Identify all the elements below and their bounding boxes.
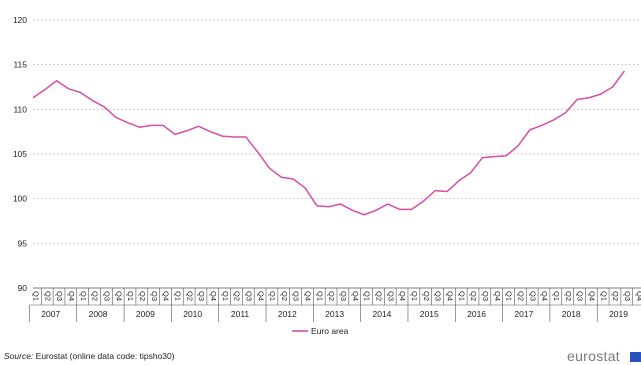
x-tick-label: Q4 (67, 291, 76, 301)
year-label: 2014 (372, 309, 391, 319)
x-tick-label: Q4 (162, 291, 171, 301)
year-label: 2018 (562, 309, 581, 319)
x-tick-label: Q1 (457, 291, 466, 301)
eu-flag-icon (630, 352, 641, 362)
x-tick-label: Q1 (221, 291, 230, 301)
x-tick-label: Q2 (185, 291, 194, 301)
year-label: 2008 (89, 309, 108, 319)
x-tick-label: Q3 (386, 291, 395, 301)
x-tick-label: Q3 (244, 291, 253, 301)
x-tick-label: Q1 (552, 291, 561, 301)
x-tick-label: Q2 (138, 291, 147, 301)
x-tick-label: Q3 (528, 291, 537, 301)
x-tick-label: Q2 (91, 291, 100, 301)
x-tick-label: Q4 (351, 291, 360, 301)
y-tick-label: 115 (13, 60, 27, 70)
x-tick-label: Q3 (481, 291, 490, 301)
eurostat-logo: eurostat (567, 348, 620, 364)
x-tick-label: Q2 (564, 291, 573, 301)
source-label: Source: (4, 351, 34, 361)
x-tick-label: Q4 (398, 291, 407, 301)
x-tick-label: Q2 (611, 291, 620, 301)
x-tick-label: Q4 (493, 291, 502, 301)
x-tick-label: Q3 (576, 291, 585, 301)
year-label: 2019 (609, 309, 628, 319)
series-line-euro-area (32, 70, 626, 216)
y-tick-label: 105 (13, 149, 27, 159)
y-tick-label: 90 (18, 283, 28, 293)
x-tick-label: Q1 (173, 291, 182, 301)
x-tick-label: Q2 (469, 291, 478, 301)
y-tick-label: 120 (13, 15, 27, 25)
x-tick-label: Q1 (599, 291, 608, 301)
x-tick-label: Q1 (505, 291, 514, 301)
x-tick-label: Q3 (623, 291, 632, 301)
x-tick-label: Q4 (587, 291, 596, 301)
x-tick-label: Q4 (209, 291, 218, 301)
x-tick-label: Q2 (43, 291, 52, 301)
x-tick-label: Q2 (375, 291, 384, 301)
year-label: 2009 (136, 309, 155, 319)
year-label: 2015 (420, 309, 439, 319)
x-tick-label: Q3 (102, 291, 111, 301)
x-tick-label: Q4 (114, 291, 123, 301)
x-tick-label: Q1 (32, 291, 41, 301)
x-tick-label: Q1 (126, 291, 135, 301)
x-tick-label: Q4 (540, 291, 549, 301)
x-tick-label: Q3 (339, 291, 348, 301)
x-tick-label: Q4 (635, 291, 641, 301)
source-text: Eurostat (online data code: tipsho30) (33, 351, 175, 361)
x-tick-label: Q4 (256, 291, 265, 301)
x-tick-label: Q4 (304, 291, 313, 301)
year-label: 2013 (325, 309, 344, 319)
y-tick-label: 100 (13, 194, 27, 204)
x-tick-label: Q2 (516, 291, 525, 301)
year-label: 2007 (41, 309, 60, 319)
x-tick-label: Q1 (315, 291, 324, 301)
x-tick-label: Q1 (363, 291, 372, 301)
x-tick-label: Q2 (280, 291, 289, 301)
year-label: 2016 (467, 309, 486, 319)
x-tick-label: Q1 (79, 291, 88, 301)
x-tick-label: Q4 (446, 291, 455, 301)
y-tick-label: 110 (13, 104, 27, 114)
year-label: 2017 (514, 309, 533, 319)
year-label: 2011 (231, 309, 250, 319)
x-tick-label: Q3 (150, 291, 159, 301)
x-tick-label: Q2 (422, 291, 431, 301)
x-tick-label: Q2 (233, 291, 242, 301)
x-tick-label: Q1 (268, 291, 277, 301)
x-tick-label: Q2 (327, 291, 336, 301)
x-tick-label: Q1 (410, 291, 419, 301)
x-tick-label: Q3 (197, 291, 206, 301)
legend-label: Euro area (311, 326, 349, 336)
x-tick-label: Q3 (434, 291, 443, 301)
y-tick-label: 95 (18, 238, 28, 248)
year-label: 2012 (278, 309, 297, 319)
year-label: 2010 (183, 309, 202, 319)
x-tick-label: Q3 (292, 291, 301, 301)
source-note: Source: Eurostat (online data code: tips… (4, 351, 175, 361)
x-tick-label: Q3 (55, 291, 64, 301)
